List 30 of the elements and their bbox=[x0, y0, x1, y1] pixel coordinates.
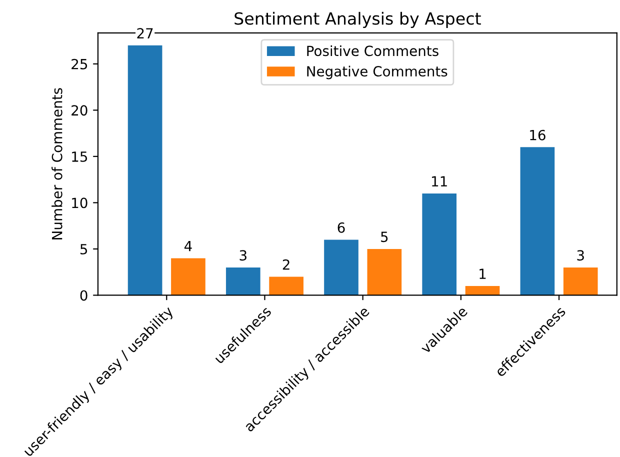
data-label: 16 bbox=[530, 130, 546, 140]
data-label: 2 bbox=[282, 259, 290, 270]
y-tick-label: 0 bbox=[80, 290, 88, 301]
bar bbox=[563, 267, 598, 296]
data-label: 4 bbox=[184, 241, 192, 252]
y-tick-label: 25 bbox=[72, 58, 88, 70]
y-tick-label: 10 bbox=[72, 198, 88, 208]
y-axis-title: Number of Comments bbox=[52, 88, 62, 240]
bar bbox=[367, 248, 402, 296]
data-label: 5 bbox=[381, 232, 388, 242]
bar bbox=[324, 240, 358, 296]
y-tick-label: 15 bbox=[72, 152, 88, 162]
legend-label: Negative Comments bbox=[307, 66, 448, 80]
legend-label: Positive Comments bbox=[307, 45, 438, 56]
chart-title: Sentiment Analysis by Aspect bbox=[234, 12, 481, 28]
data-label: 3 bbox=[240, 250, 246, 261]
bar bbox=[226, 267, 260, 296]
bar bbox=[465, 286, 500, 296]
data-label: 11 bbox=[432, 176, 447, 186]
y-tick-label: 20 bbox=[72, 105, 88, 116]
bar bbox=[171, 258, 206, 296]
data-label: 3 bbox=[577, 250, 584, 261]
bar bbox=[422, 193, 457, 296]
bar bbox=[128, 45, 162, 296]
data-label: 6 bbox=[338, 222, 345, 233]
y-tick-label: 5 bbox=[80, 244, 88, 254]
bar bbox=[520, 147, 555, 296]
data-label: 1 bbox=[480, 268, 486, 279]
bar bbox=[269, 276, 304, 296]
data-label: 27 bbox=[137, 28, 153, 38]
